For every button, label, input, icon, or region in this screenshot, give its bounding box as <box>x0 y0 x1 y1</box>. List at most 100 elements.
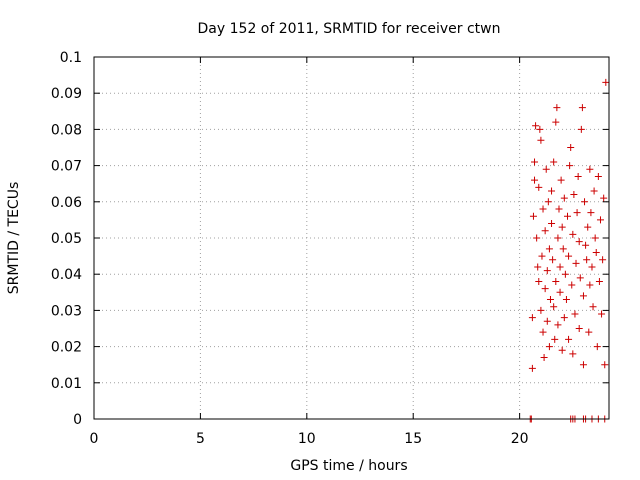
data-point <box>590 187 598 195</box>
data-point <box>586 281 594 289</box>
data-point <box>569 230 577 238</box>
data-point <box>559 245 567 253</box>
data-point <box>600 194 608 202</box>
data-point <box>545 343 553 351</box>
data-point <box>573 209 581 217</box>
data-point <box>539 328 547 336</box>
y-tick-label: 0.04 <box>51 267 82 283</box>
data-point <box>560 194 568 202</box>
data-point <box>561 270 569 278</box>
data-point <box>558 346 566 354</box>
data-point <box>579 292 587 300</box>
chart-title: Day 152 of 2011, SRMTID for receiver ctw… <box>198 21 501 37</box>
data-point <box>587 209 595 217</box>
data-point <box>548 187 556 195</box>
data-point <box>582 241 590 249</box>
data-point <box>554 321 562 329</box>
data-point <box>543 267 551 275</box>
data-point <box>581 198 589 206</box>
data-point <box>548 220 556 228</box>
y-axis-label: SRMTID / TECUs <box>6 182 22 295</box>
data-point <box>567 144 575 151</box>
data-point <box>556 263 564 271</box>
data-point <box>553 104 561 112</box>
data-point <box>575 325 583 332</box>
data-point <box>577 125 585 133</box>
y-axis-ticks: 0 0.01 0.02 0.03 0.04 0.05 0.06 0.07 0.08 0.09 0.1 <box>51 50 609 428</box>
data-point <box>584 223 592 231</box>
data-point <box>549 256 557 264</box>
data-point <box>571 310 579 318</box>
y-tick-label: 0.09 <box>51 86 82 102</box>
data-point <box>578 104 586 112</box>
data-point <box>550 303 558 311</box>
data-point <box>543 317 551 325</box>
x-tick-label: 5 <box>196 431 205 447</box>
y-tick-label: 0.08 <box>51 122 82 138</box>
y-tick-label: 0.1 <box>60 50 82 66</box>
data-point <box>550 158 558 166</box>
data-point <box>555 205 563 213</box>
data-point <box>536 125 544 133</box>
data-point <box>574 172 582 180</box>
y-tick-label: 0.07 <box>51 159 82 175</box>
data-point <box>575 238 583 246</box>
data-point <box>579 361 587 369</box>
data-point <box>602 78 610 86</box>
data-point <box>565 252 573 260</box>
data-point <box>533 234 541 242</box>
data-point <box>570 191 578 199</box>
data-point <box>589 303 597 311</box>
data-point <box>595 277 603 285</box>
data-point <box>532 122 540 130</box>
data-point <box>586 165 594 173</box>
x-tick-label: 15 <box>404 431 422 447</box>
data-point <box>556 288 564 296</box>
data-point <box>539 205 547 213</box>
data-point <box>554 234 562 242</box>
data-point <box>588 263 596 271</box>
data-point <box>540 353 548 361</box>
data-point <box>592 248 600 256</box>
data-point <box>538 252 546 260</box>
data-point <box>568 281 576 289</box>
data-point <box>572 259 580 267</box>
y-tick-label: 0.01 <box>51 376 82 392</box>
data-point <box>599 256 607 264</box>
x-tick-label: 10 <box>298 431 316 447</box>
data-point <box>552 277 560 285</box>
data-point <box>560 314 568 322</box>
data-point <box>583 256 591 264</box>
data-point <box>535 183 543 191</box>
data-point <box>528 314 536 322</box>
y-tick-label: 0 <box>73 412 82 428</box>
y-tick-label: 0.05 <box>51 231 82 247</box>
data-point <box>529 212 537 220</box>
data-point <box>585 328 593 336</box>
data-point <box>552 118 560 126</box>
data-point <box>537 306 545 314</box>
data-point <box>541 227 549 235</box>
data-point <box>562 296 570 304</box>
data-point <box>569 350 577 358</box>
data-point <box>564 212 572 220</box>
data-point <box>598 310 606 318</box>
data-point <box>566 162 574 170</box>
data-point <box>535 277 543 285</box>
plot-frame <box>93 56 610 420</box>
x-axis-label: GPS time / hours <box>290 458 407 474</box>
data-point <box>594 172 602 180</box>
data-point <box>531 176 539 184</box>
y-tick-label: 0.03 <box>51 303 82 319</box>
data-point <box>551 335 559 343</box>
data-point <box>601 361 609 369</box>
data-point <box>558 223 566 231</box>
data-point <box>528 364 536 372</box>
data-point <box>596 216 604 224</box>
data-point <box>544 198 552 206</box>
x-tick-label: 20 <box>511 431 529 447</box>
y-tick-label: 0.02 <box>51 340 82 356</box>
y-tick-label: 0.06 <box>51 195 82 211</box>
data-point <box>557 176 565 184</box>
